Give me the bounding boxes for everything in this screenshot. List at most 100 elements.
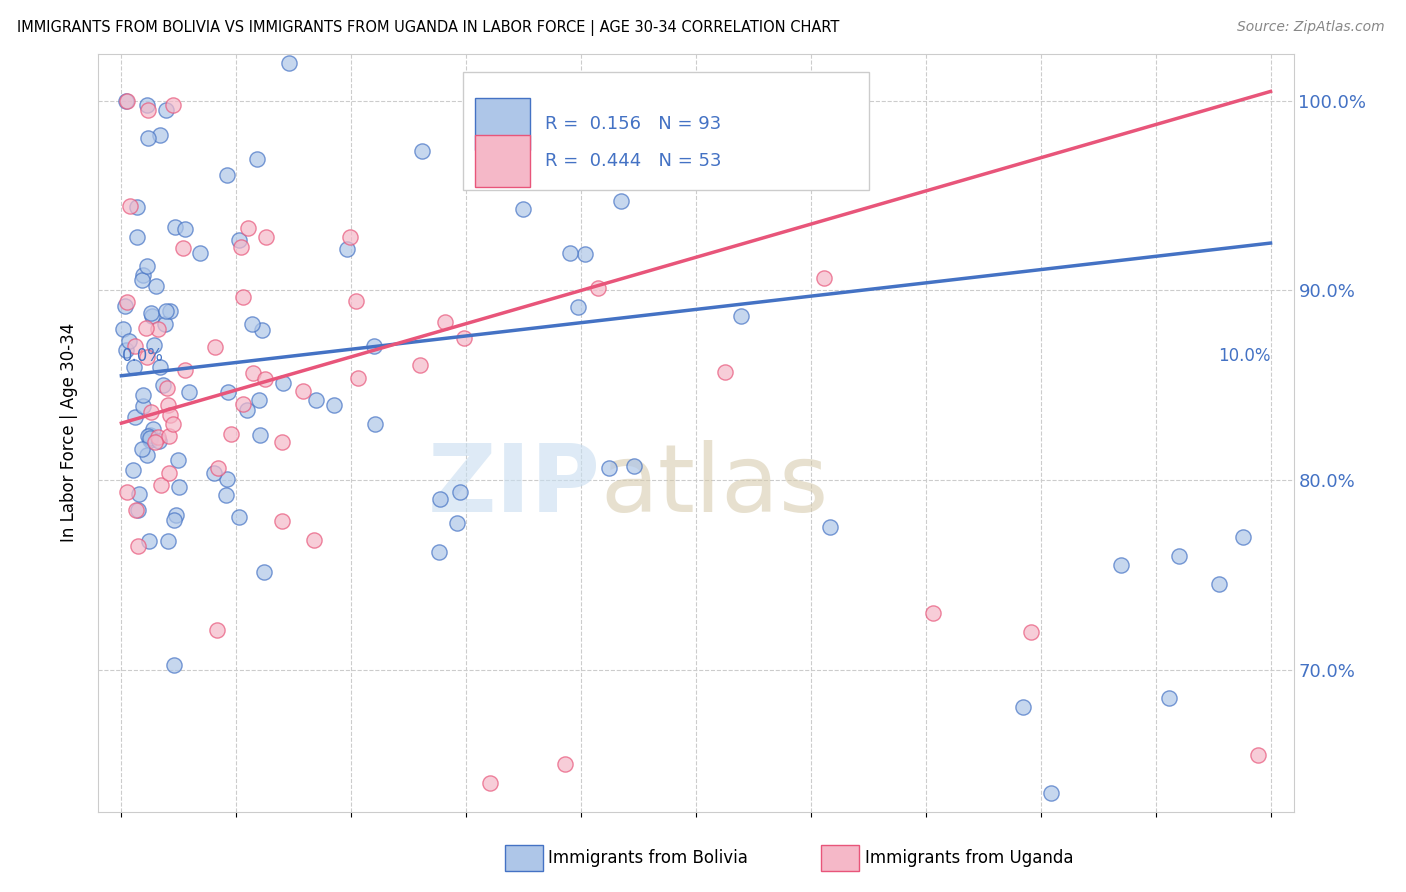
Point (242, 366, 264, 380)
Point (157, 467, 180, 481)
Point (818, 520, 841, 534)
Point (162, 97, 184, 112)
Point (155, 303, 177, 318)
Text: 0.0%: 0.0% (121, 347, 163, 365)
Point (132, 399, 155, 413)
Text: atlas: atlas (600, 440, 828, 532)
Point (346, 371, 368, 385)
Point (139, 433, 162, 447)
Point (730, 309, 752, 323)
Point (215, 488, 238, 502)
Point (149, 128, 172, 142)
Point (118, 199, 141, 213)
Point (364, 417, 387, 432)
Point (167, 480, 190, 494)
Point (141, 309, 163, 323)
Point (409, 358, 432, 372)
Point (174, 221, 197, 235)
Point (302, 533, 325, 548)
FancyBboxPatch shape (463, 72, 869, 190)
Point (1167, 549, 1189, 563)
Point (336, 242, 359, 256)
Point (427, 545, 450, 559)
Point (254, 372, 277, 386)
Point (232, 290, 254, 304)
Point (153, 317, 176, 331)
Point (291, 384, 314, 399)
Point (115, 94, 138, 108)
Point (128, 487, 150, 501)
Text: R =  0.444   N = 53: R = 0.444 N = 53 (546, 153, 721, 170)
Point (143, 434, 166, 449)
Point (111, 322, 134, 336)
Point (217, 168, 239, 182)
Point (429, 491, 451, 506)
Point (433, 315, 456, 329)
Point (277, 56, 299, 70)
Point (609, 194, 631, 208)
Point (558, 246, 581, 260)
Point (236, 403, 259, 417)
Point (574, 246, 596, 260)
Point (813, 271, 835, 285)
Point (172, 241, 194, 255)
Point (240, 317, 263, 331)
Point (1247, 747, 1270, 762)
Point (1021, 624, 1043, 639)
Point (215, 472, 238, 486)
Point (159, 408, 181, 422)
Point (142, 422, 165, 436)
Point (122, 463, 145, 477)
Point (174, 362, 197, 376)
Point (136, 350, 159, 364)
Point (204, 340, 226, 354)
Point (145, 279, 167, 293)
Point (143, 338, 166, 352)
Point (127, 540, 149, 554)
Point (567, 300, 589, 314)
FancyBboxPatch shape (475, 135, 530, 187)
Point (127, 200, 149, 214)
Point (114, 94, 136, 108)
Point (139, 428, 162, 442)
Point (714, 365, 737, 379)
Point (159, 304, 181, 318)
Point (479, 776, 502, 790)
Point (1157, 690, 1180, 705)
Point (136, 130, 159, 145)
Point (165, 508, 187, 522)
Point (344, 294, 367, 309)
Point (323, 398, 346, 412)
Point (122, 359, 145, 374)
Point (228, 509, 250, 524)
Point (125, 230, 148, 244)
Point (157, 429, 180, 443)
Point (205, 623, 228, 637)
Point (449, 485, 471, 500)
Point (139, 405, 162, 419)
Point (271, 376, 294, 391)
Point (202, 466, 225, 480)
Point (453, 331, 475, 345)
Point (132, 268, 155, 282)
Point (588, 281, 610, 295)
Point (231, 240, 253, 254)
Point (146, 430, 169, 444)
Point (156, 534, 179, 549)
Point (135, 97, 157, 112)
Point (253, 565, 276, 579)
Point (166, 453, 188, 467)
Point (179, 385, 201, 400)
Point (117, 485, 139, 500)
Point (228, 233, 250, 247)
Text: R =  0.156   N = 93: R = 0.156 N = 93 (546, 115, 721, 133)
Point (305, 392, 328, 407)
Point (131, 388, 153, 402)
Text: IMMIGRANTS FROM BOLIVIA VS IMMIGRANTS FROM UGANDA IN LABOR FORCE | AGE 30-34 COR: IMMIGRANTS FROM BOLIVIA VS IMMIGRANTS FR… (17, 20, 839, 36)
Point (247, 392, 270, 407)
Point (411, 144, 433, 158)
Point (1232, 530, 1254, 544)
Point (125, 503, 148, 517)
Point (1011, 700, 1033, 714)
Point (157, 398, 180, 412)
